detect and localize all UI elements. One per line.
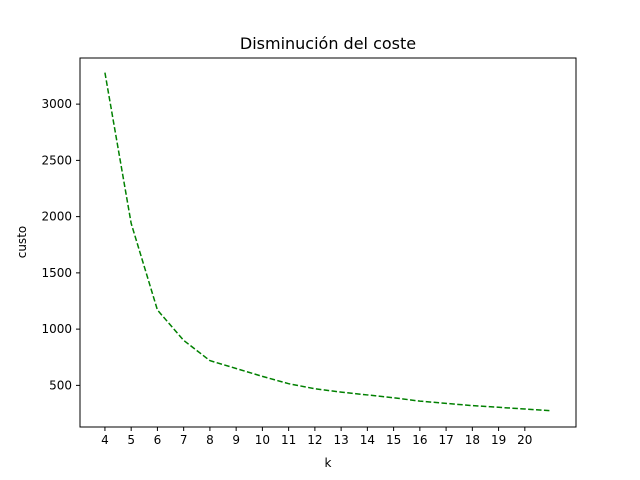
x-tick-label: 6: [154, 433, 162, 447]
x-tick-label: 5: [127, 433, 135, 447]
x-axis-label: k: [325, 456, 332, 470]
axes-frame: [79, 57, 577, 428]
series-line: [104, 72, 552, 412]
y-tick-label: 2000: [41, 210, 72, 224]
x-tick-label: 12: [307, 433, 322, 447]
y-tick-label: 1500: [41, 266, 72, 280]
x-tick-label: 8: [206, 433, 214, 447]
x-tick-label: 11: [281, 433, 296, 447]
y-tick-label: 500: [49, 378, 72, 392]
x-tick-label: 20: [517, 433, 532, 447]
y-axis-label: custo: [15, 226, 29, 259]
y-tick-label: 1000: [41, 322, 72, 336]
axis-ticks: 4 5 6 7 8 9 10 11 12 13 14 15 16 17 18 19 20 500 1000 1500 2…: [41, 97, 532, 447]
x-tick-label: 19: [491, 433, 506, 447]
x-tick-label: 18: [465, 433, 480, 447]
x-tick-label: 14: [360, 433, 375, 447]
x-tick-label: 10: [255, 433, 270, 447]
x-tick-label: 7: [180, 433, 188, 447]
x-tick-label: 15: [386, 433, 401, 447]
x-tick-label: 17: [438, 433, 453, 447]
plot-area: [104, 72, 552, 412]
x-tick-label: 16: [412, 433, 427, 447]
x-tick-label: 9: [232, 433, 240, 447]
chart-title: Disminución del coste: [240, 34, 416, 53]
y-tick-label: 2500: [41, 153, 72, 167]
x-tick-label: 4: [101, 433, 109, 447]
y-tick-label: 3000: [41, 97, 72, 111]
x-tick-label: 13: [333, 433, 348, 447]
